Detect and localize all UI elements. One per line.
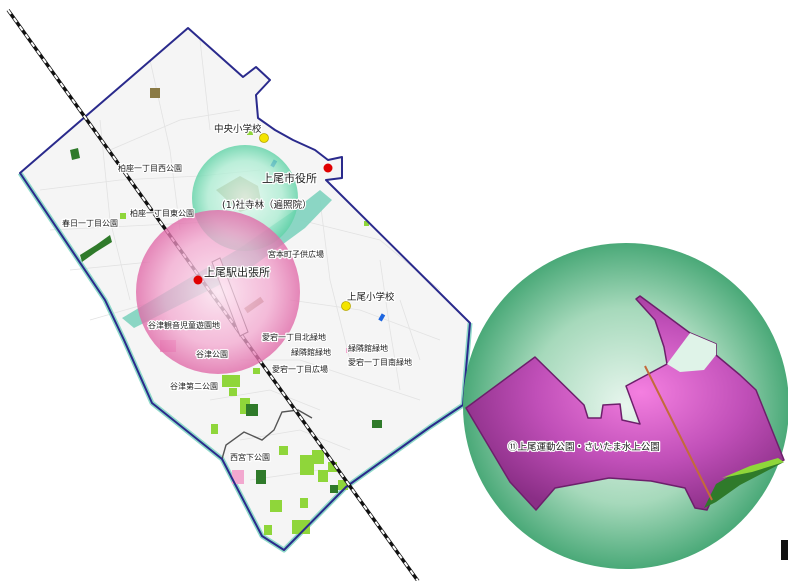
sports-park-path [644, 365, 713, 501]
buffer-circle-station [136, 210, 300, 374]
label-kasuga-park: 春日一丁目公園 [62, 218, 118, 228]
chuo-school-marker [259, 133, 269, 143]
sports-park-top-white [667, 333, 716, 372]
label-ageo-school: 上尾小学校 [347, 291, 395, 303]
station-office-marker [193, 275, 203, 285]
label-yatsu-park: 谷津公園 [196, 349, 228, 359]
label-atago-north-green: 愛宕一丁目北緑地 [262, 332, 326, 342]
sports-park-green-edge-light [722, 458, 784, 478]
label-shrine-forest: (1)社寺林（遍照院） [222, 199, 311, 211]
label-sports-park: ⑪上尾運動公園・さいたま水上公園 [508, 441, 660, 453]
label-ryokurin-green-b: 緑隣館緑地 [348, 343, 388, 353]
label-miyamoto-plaza: 宮本町子供広場 [268, 249, 324, 259]
label-atago-plaza: 愛宕一丁目広場 [272, 364, 328, 374]
street-grid [39, 39, 441, 481]
district-boundary [19, 27, 471, 551]
label-kashiwaza-east-park: 柏座一丁目東公園 [130, 208, 194, 218]
label-nishimiyashita-park: 西宮下公園 [230, 452, 270, 462]
label-kashiwaza-west-park: 柏座一丁目西公園 [118, 163, 182, 173]
park-polygons-dark [70, 148, 382, 493]
label-yatsu-children-park: 谷津観音児童遊園地 [148, 320, 220, 330]
label-chuo-school: 中央小学校 [214, 123, 262, 135]
city-hall-marker [323, 163, 333, 173]
label-atago-south-green: 愛宕一丁目南緑地 [348, 357, 412, 367]
label-ryokurin-green-a: 緑隣館緑地 [291, 347, 331, 357]
sports-park-green-edge [704, 460, 784, 508]
label-station-office: 上尾駅出張所 [204, 265, 270, 279]
label-city-hall: 上尾市役所 [262, 171, 317, 185]
park-polygons-light [120, 130, 486, 535]
corner-badge [781, 540, 788, 560]
ageo-school-marker [341, 301, 351, 311]
label-yatsu-second-park: 谷津第二公園 [170, 381, 218, 391]
